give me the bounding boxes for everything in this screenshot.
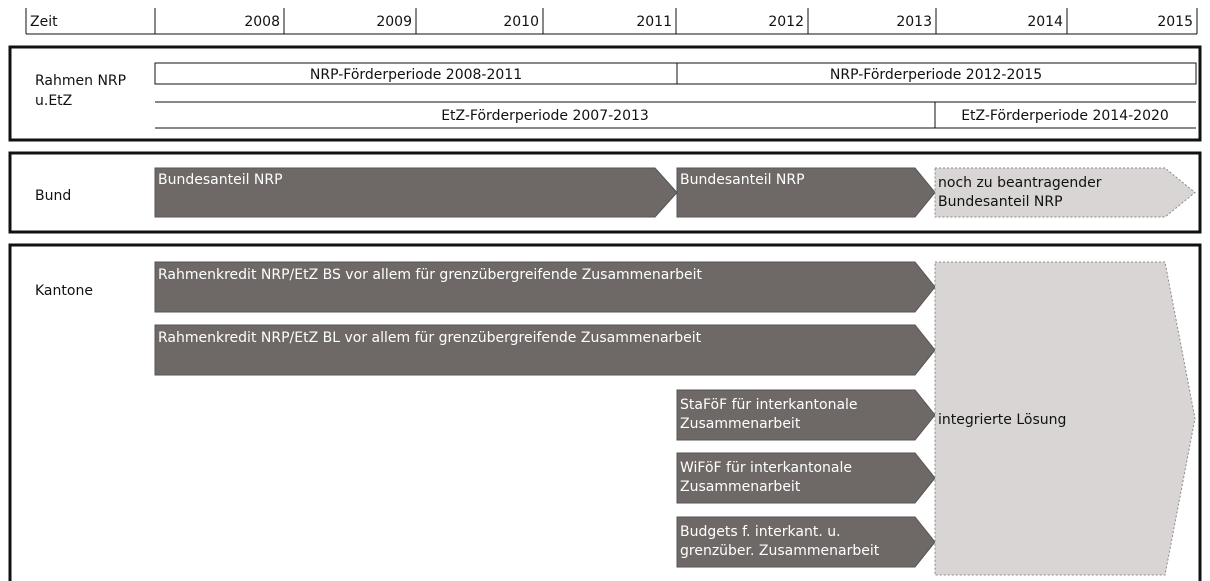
section-box [8, 45, 1202, 142]
section-label: Kantone [35, 283, 93, 299]
arrow-label: grenzüber. Zusammenarbeit [680, 543, 880, 559]
year-label: 2008 [244, 14, 280, 30]
section-label: Bund [35, 188, 71, 204]
arrow [154, 261, 936, 313]
arrow-label: Bundesanteil NRP [158, 172, 283, 188]
arrow [676, 452, 936, 504]
arrow-label: Bundesanteil NRP [938, 194, 1063, 210]
arrow-label: StaFöF für interkantonale [680, 397, 858, 413]
arrow [934, 167, 1196, 218]
section-label: u.EtZ [35, 93, 72, 109]
period-label: EtZ-Förderperiode 2007-2013 [441, 108, 649, 124]
period-label: NRP-Förderperiode 2008-2011 [310, 67, 522, 83]
arrow [154, 167, 678, 218]
year-label: 2010 [503, 14, 539, 30]
arrow-label: Rahmenkredit NRP/EtZ BS vor allem für gr… [158, 267, 703, 283]
year-label: 2012 [768, 14, 804, 30]
arrow-label: Bundesanteil NRP [680, 172, 805, 188]
period-label: EtZ-Förderperiode 2014-2020 [961, 108, 1169, 124]
arrow [676, 389, 936, 441]
arrow-label: Zusammenarbeit [680, 479, 801, 495]
arrow [154, 324, 936, 376]
period-box [676, 62, 1197, 85]
year-label: 2013 [896, 14, 932, 30]
section-label: Rahmen NRP [35, 73, 126, 89]
timeline-header: Zeit [26, 14, 1197, 35]
section-box [8, 151, 1202, 234]
timeline-label: Zeit [30, 14, 58, 30]
arrow [676, 516, 936, 568]
arrow-label: Rahmenkredit NRP/EtZ BL vor allem für gr… [158, 330, 702, 346]
arrow-label: Zusammenarbeit [680, 416, 801, 432]
arrow-label: noch zu beantragender [938, 175, 1102, 191]
section-box [8, 243, 1202, 581]
arrow-label: integrierte Lösung [938, 412, 1066, 428]
arrow [676, 167, 936, 218]
year-label: 2009 [376, 14, 412, 30]
year-label: 2015 [1157, 14, 1193, 30]
period-label: NRP-Förderperiode 2012-2015 [830, 67, 1042, 83]
arrow-label: Budgets f. interkant. u. [680, 524, 841, 540]
year-label: 2014 [1027, 14, 1063, 30]
year-label: 2011 [636, 14, 672, 30]
arrow [934, 261, 1196, 576]
arrow-label: WiFöF für interkantonale [680, 460, 852, 476]
